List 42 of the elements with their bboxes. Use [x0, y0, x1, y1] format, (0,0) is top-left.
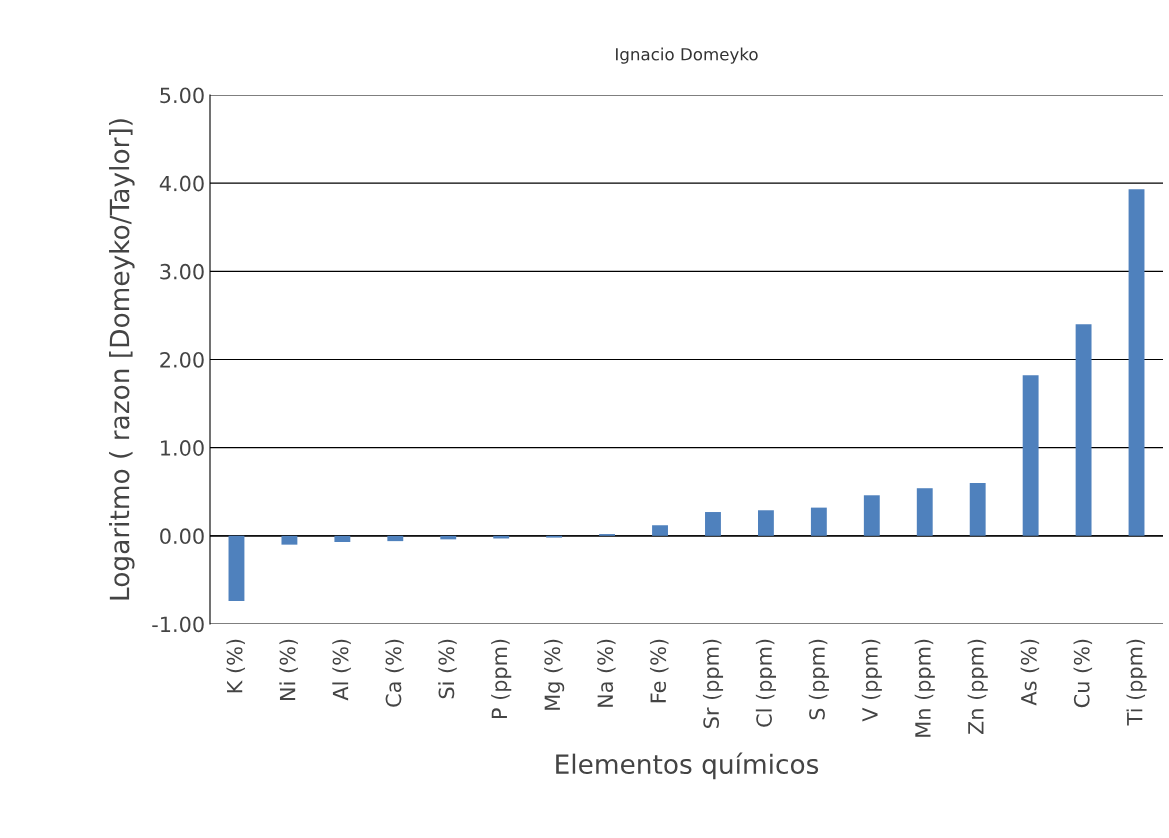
- x-tick-label: Mg (%): [544, 639, 565, 710]
- x-tick-label: Fe (%): [649, 639, 669, 703]
- x-tick-label: S (ppm): [808, 639, 829, 720]
- bar: [387, 535, 404, 542]
- x-tick-label: Al (%): [332, 639, 351, 701]
- bar: [652, 525, 668, 536]
- x-tick-label: Ca (%): [385, 639, 404, 707]
- x-tick-label: Si (%): [438, 639, 457, 699]
- y-tick-label: 3.00: [160, 263, 204, 280]
- y-tick-label: 1.00: [161, 440, 204, 456]
- x-tick-label: K (%): [226, 639, 245, 693]
- x-tick-label: Ni (%): [279, 639, 298, 700]
- x-tick-label: Ti (ppm): [1126, 639, 1147, 726]
- x-tick-label: Na (%): [597, 639, 616, 707]
- x-tick-label: As (%): [1020, 639, 1040, 706]
- y-tick-label: 5.00: [160, 87, 204, 104]
- bar: [1022, 375, 1039, 536]
- y-tick-label: -1.00: [152, 616, 204, 633]
- bar: [810, 507, 827, 536]
- x-tick-label: V (ppm): [861, 639, 882, 722]
- bar: [334, 535, 351, 543]
- x-tick-label: Cu (%): [1073, 639, 1093, 708]
- x-tick-label: Zn (ppm): [967, 639, 988, 735]
- y-tick-label: 0.00: [160, 528, 204, 545]
- x-axis-title: Elementos químicos: [556, 752, 819, 780]
- y-tick-label: 2.00: [160, 351, 204, 368]
- x-tick-label: Mn (ppm): [914, 639, 935, 737]
- bar: [228, 535, 245, 602]
- chart-title: Ignacio Domeyko: [616, 47, 758, 64]
- bar: [281, 535, 298, 545]
- bar: [757, 510, 774, 536]
- bar: [916, 488, 933, 536]
- x-tick-label: Cl (ppm): [755, 639, 776, 727]
- y-tick-label: 4.00: [159, 175, 204, 192]
- bar: [1075, 324, 1092, 536]
- bar: [1128, 189, 1145, 536]
- bar: [705, 512, 721, 536]
- x-tick-label: Sr (ppm): [702, 639, 724, 728]
- y-axis-title: Logaritmo ( razon [Domeyko/Taylor]): [109, 119, 135, 600]
- bar: [863, 495, 880, 536]
- bar: [969, 482, 986, 536]
- x-tick-label: P (ppm): [491, 639, 512, 719]
